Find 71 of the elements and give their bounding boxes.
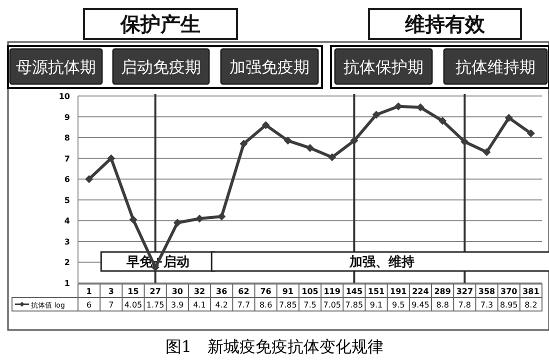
point	[240, 140, 248, 148]
point	[306, 144, 314, 152]
annotation: 加强、维持	[348, 254, 414, 270]
point	[460, 138, 469, 146]
data-label: 7.05	[323, 300, 341, 310]
data-label: 4.05	[124, 300, 142, 310]
x-tick-label: 32	[194, 287, 206, 296]
x-tick-label: 151	[368, 287, 386, 296]
data-label: 9.5	[392, 300, 405, 310]
data-label: 8.95	[500, 300, 518, 310]
y-tick-label: 9	[64, 112, 70, 122]
x-tick-label: 381	[522, 287, 540, 296]
point	[482, 148, 491, 156]
x-tick-label: 105	[302, 287, 319, 296]
y-tick-label: 2	[64, 258, 70, 268]
x-tick-label: 145	[346, 287, 363, 296]
x-tick-label: 327	[456, 287, 474, 296]
y-tick-label: 10	[58, 92, 70, 101]
x-tick-label: 36	[216, 287, 228, 296]
x-tick-label: 119	[324, 287, 341, 296]
x-tick-label: 289	[434, 287, 452, 296]
x-tick-label: 358	[478, 287, 496, 296]
data-label: 7	[108, 300, 114, 310]
data-label: 3.9	[171, 300, 184, 310]
data-label: 6	[86, 300, 92, 310]
x-tick-label: 3	[108, 287, 114, 296]
data-label: 4.2	[215, 300, 228, 310]
point	[438, 116, 447, 125]
point	[218, 212, 226, 221]
data-label: 7.85	[345, 300, 364, 310]
point	[372, 110, 380, 119]
point	[129, 216, 138, 224]
text: 图1 新城疫免疫抗体变化规律	[165, 337, 384, 356]
data-label: 7.7	[237, 300, 250, 310]
data-label: 8.2	[524, 300, 538, 310]
x-tick-label: 370	[500, 287, 518, 296]
x-tick-label: 27	[150, 287, 161, 296]
x-tick-label: 30	[172, 287, 184, 296]
point	[350, 136, 358, 145]
data-label: 7.8	[458, 300, 472, 310]
data-label: 9.45	[412, 300, 430, 310]
x-tick-label: 191	[390, 287, 408, 296]
data-label: 8.8	[436, 300, 449, 310]
point	[85, 175, 94, 184]
y-tick-label: 5	[64, 196, 70, 205]
y-tick-label: 3	[64, 237, 70, 246]
x-tick-label: 1	[86, 287, 92, 296]
x-tick-label: 62	[238, 287, 250, 296]
y-tick-label: 8	[64, 134, 70, 143]
x-tick-label: 15	[128, 287, 140, 296]
point	[284, 136, 292, 145]
data-label: 7.5	[304, 300, 316, 310]
y-tick-label: 4	[64, 216, 70, 226]
data-label: 1.75	[146, 300, 164, 310]
y-tick-label: 1	[64, 279, 70, 288]
data-label: 4.1	[193, 300, 206, 310]
y-tick-label: 7	[64, 154, 70, 164]
point	[328, 153, 336, 162]
point	[173, 218, 182, 227]
point	[262, 121, 270, 130]
point	[107, 154, 116, 162]
x-tick-label: 76	[260, 287, 272, 296]
x-tick-label: 91	[282, 287, 294, 296]
data-label: 9.1	[370, 300, 383, 310]
y-tick-label: 6	[64, 175, 70, 184]
point	[504, 114, 513, 122]
data-label: 7.3	[480, 300, 494, 310]
data-label: 7.85	[279, 300, 297, 310]
x-tick-label: 224	[412, 287, 430, 296]
point	[526, 129, 535, 138]
data-label: 8.6	[259, 300, 272, 310]
